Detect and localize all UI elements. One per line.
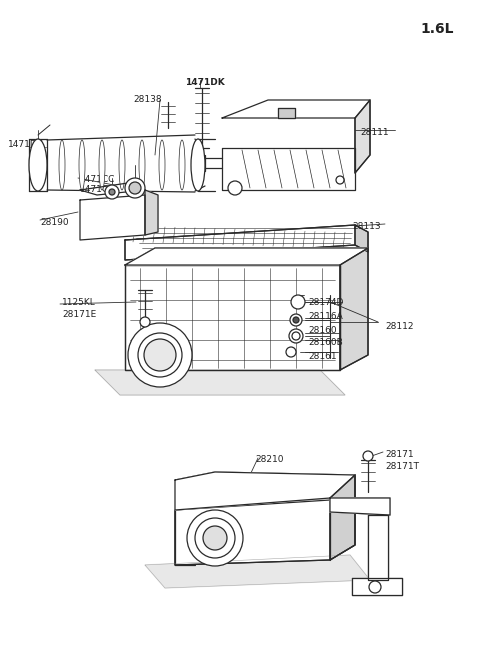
Circle shape	[187, 510, 243, 566]
Polygon shape	[278, 108, 295, 118]
Polygon shape	[125, 248, 368, 265]
Text: 1471DK: 1471DK	[185, 78, 225, 87]
Text: 28113: 28113	[352, 222, 381, 231]
Polygon shape	[355, 225, 368, 252]
Circle shape	[291, 295, 305, 309]
Circle shape	[289, 329, 303, 343]
Text: 28190: 28190	[40, 218, 69, 227]
Circle shape	[336, 176, 344, 184]
Polygon shape	[352, 578, 402, 595]
Polygon shape	[340, 248, 368, 370]
Polygon shape	[368, 515, 388, 580]
Circle shape	[293, 317, 299, 323]
Polygon shape	[355, 100, 370, 173]
Text: 28112: 28112	[385, 322, 413, 331]
Polygon shape	[175, 500, 330, 565]
Polygon shape	[80, 183, 145, 195]
Circle shape	[363, 451, 373, 461]
Ellipse shape	[99, 140, 105, 190]
Text: 28116A: 28116A	[308, 312, 343, 321]
Text: 1471DK: 1471DK	[8, 140, 44, 149]
Polygon shape	[125, 225, 355, 260]
Text: 28111: 28111	[360, 128, 389, 137]
Ellipse shape	[29, 139, 47, 191]
Polygon shape	[330, 475, 355, 560]
Circle shape	[290, 314, 302, 326]
Circle shape	[109, 189, 115, 195]
Circle shape	[140, 317, 150, 327]
Circle shape	[203, 526, 227, 550]
Ellipse shape	[179, 140, 185, 190]
Ellipse shape	[79, 140, 85, 190]
Text: 28174D: 28174D	[308, 298, 343, 307]
Text: 1.6L: 1.6L	[420, 22, 454, 36]
Circle shape	[286, 347, 296, 357]
Text: 1471CJ: 1471CJ	[80, 185, 112, 194]
Circle shape	[129, 182, 141, 194]
Circle shape	[138, 333, 182, 377]
Text: 28171E: 28171E	[62, 310, 96, 319]
Circle shape	[369, 581, 381, 593]
Polygon shape	[125, 265, 340, 370]
Circle shape	[292, 332, 300, 340]
Polygon shape	[222, 100, 370, 118]
Text: 28138: 28138	[133, 95, 162, 104]
Polygon shape	[95, 370, 345, 395]
Circle shape	[195, 518, 235, 558]
Polygon shape	[145, 190, 158, 235]
Text: 28161: 28161	[308, 352, 336, 361]
Polygon shape	[80, 195, 145, 240]
Circle shape	[128, 323, 192, 387]
Polygon shape	[145, 555, 370, 588]
Circle shape	[144, 339, 176, 371]
Text: 1471CC: 1471CC	[80, 175, 115, 184]
Circle shape	[228, 181, 242, 195]
Ellipse shape	[119, 140, 125, 190]
Text: 28210: 28210	[255, 455, 284, 464]
Ellipse shape	[191, 139, 205, 191]
Ellipse shape	[139, 140, 145, 190]
Text: 28160: 28160	[308, 326, 336, 335]
Circle shape	[125, 178, 145, 198]
Polygon shape	[330, 498, 390, 515]
Polygon shape	[222, 148, 355, 190]
Text: 28171T: 28171T	[385, 462, 419, 471]
Polygon shape	[175, 472, 355, 510]
Text: 1125KL: 1125KL	[62, 298, 96, 307]
Ellipse shape	[159, 140, 165, 190]
Ellipse shape	[59, 140, 65, 190]
Circle shape	[105, 185, 119, 199]
Text: 28160B: 28160B	[308, 338, 343, 347]
Text: 28171: 28171	[385, 450, 414, 459]
